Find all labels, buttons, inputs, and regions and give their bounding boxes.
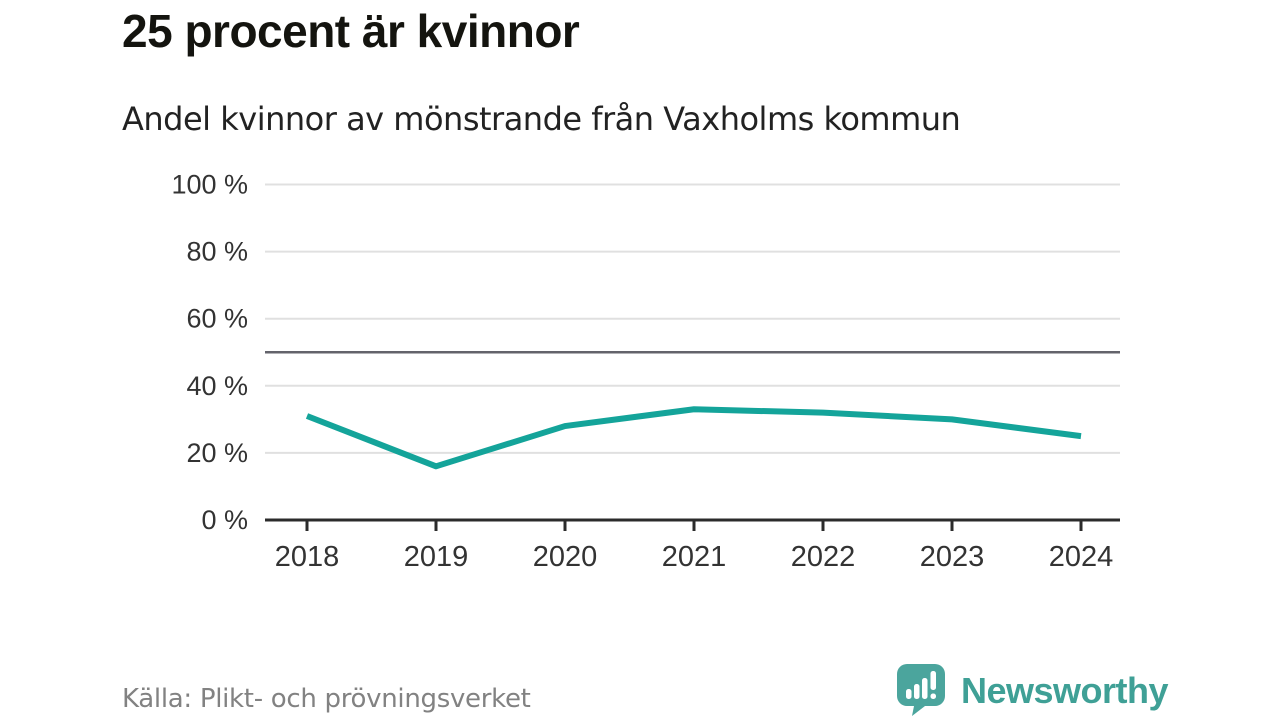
exclamation-dot bbox=[930, 693, 936, 699]
line-chart-svg: 0 % 20 % 40 % 60 % 80 % 100 % 2018 2019 2020 2021… bbox=[171, 170, 1120, 573]
x-tick-label: 2021 bbox=[662, 541, 727, 573]
y-tick-label: 20 % bbox=[186, 438, 248, 468]
bar-large bbox=[922, 678, 928, 699]
source-note: Källa: Plikt- och prövningsverket bbox=[122, 684, 531, 714]
y-tick-label: 100 % bbox=[171, 170, 248, 200]
x-tick-label: 2023 bbox=[920, 541, 985, 573]
y-tick-label: 60 % bbox=[186, 304, 248, 334]
x-tick-label: 2022 bbox=[791, 541, 856, 573]
speech-bubble-shape bbox=[897, 664, 945, 716]
chart-title: 25 procent är kvinnor bbox=[122, 5, 580, 57]
brand-logo: Newsworthy bbox=[897, 664, 1169, 716]
y-tick-label: 80 % bbox=[186, 237, 248, 267]
brand-name: Newsworthy bbox=[961, 670, 1169, 711]
chart-subtitle: Andel kvinnor av mönstrande från Vaxholm… bbox=[122, 100, 961, 138]
y-tick-label: 40 % bbox=[186, 371, 248, 401]
x-tick-label: 2020 bbox=[533, 541, 598, 573]
chart-area: 0 % 20 % 40 % 60 % 80 % 100 % 2018 2019 2020 2021… bbox=[0, 160, 1280, 580]
bar-medium bbox=[914, 684, 920, 699]
bar-small bbox=[906, 689, 912, 699]
x-tick-label: 2019 bbox=[404, 541, 469, 573]
x-tick-label: 2018 bbox=[275, 541, 340, 573]
exclamation-bar bbox=[930, 671, 936, 690]
y-tick-label: 0 % bbox=[201, 505, 248, 535]
newsworthy-bars-icon bbox=[897, 664, 945, 716]
data-line bbox=[305, 406, 1082, 470]
x-tick-label: 2024 bbox=[1049, 541, 1114, 573]
